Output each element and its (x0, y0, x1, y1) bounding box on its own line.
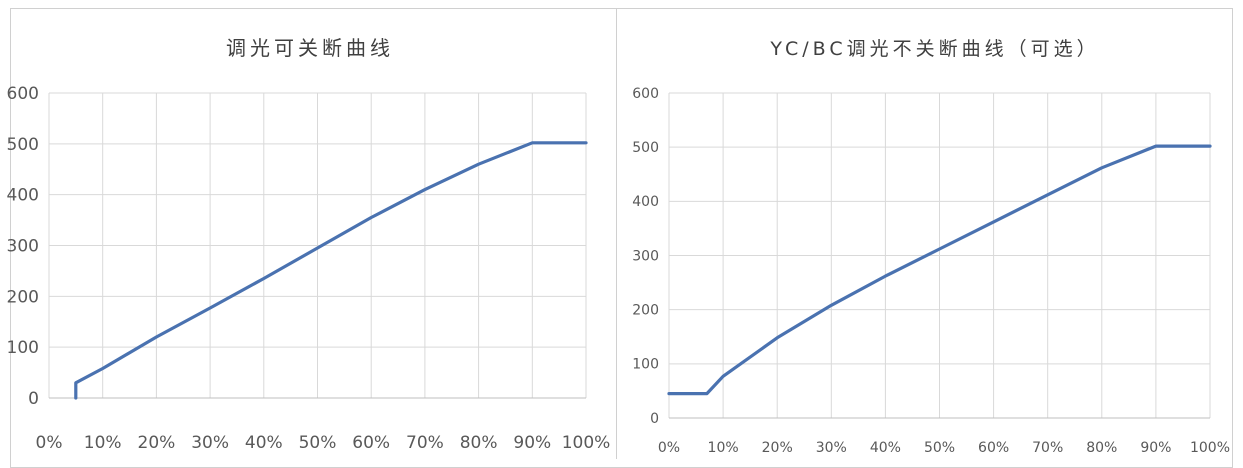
x-tick-label: 50% (299, 433, 337, 453)
x-tick-label: 20% (762, 440, 793, 456)
x-tick-label: 80% (460, 433, 498, 453)
x-tick-label: 90% (513, 433, 551, 453)
y-tick-label: 600 (7, 84, 39, 104)
x-tick-label: 0% (36, 433, 63, 453)
y-tick-label: 0 (650, 411, 659, 427)
x-tick-label: 50% (924, 440, 955, 456)
y-tick-label: 200 (632, 303, 659, 319)
x-tick-label: 0% (658, 440, 680, 456)
x-tick-label: 10% (84, 433, 122, 453)
chart-title: YC/BC调光不关断曲线（可选） (769, 38, 1099, 60)
x-tick-label: 90% (1140, 440, 1171, 456)
chart-title: 调光可关断曲线 (226, 36, 394, 60)
y-tick-label: 200 (7, 287, 39, 307)
x-tick-label: 60% (978, 440, 1009, 456)
x-tick-label: 40% (245, 433, 283, 453)
x-tick-label: 10% (708, 440, 739, 456)
chart-2: YC/BC调光不关断曲线（可选） 600 500 400 300 200 100 0 0% 10%… (632, 38, 1230, 456)
x-tick-label: 60% (352, 433, 390, 453)
y-tick-label: 600 (632, 86, 659, 102)
chart-1: 调光可关断曲线 600 500 400 300 200 100 0 0% 10% 20% 30% 40%… (7, 36, 611, 453)
y-tick-label: 100 (632, 357, 659, 373)
x-tick-label: 40% (870, 440, 901, 456)
y-tick-label: 300 (632, 248, 659, 264)
x-tick-label: 80% (1086, 440, 1117, 456)
x-tick-label: 30% (816, 440, 847, 456)
x-tick-label: 100% (562, 433, 611, 453)
y-tick-label: 0 (28, 389, 39, 409)
x-tick-label: 70% (406, 433, 444, 453)
x-tick-label: 20% (138, 433, 176, 453)
x-tick-label: 30% (191, 433, 229, 453)
y-tick-label: 100 (7, 338, 39, 358)
x-tick-label: 70% (1032, 440, 1063, 456)
y-tick-label: 500 (7, 135, 39, 155)
series-line (76, 143, 586, 398)
y-tick-label: 500 (632, 140, 659, 156)
y-tick-label: 300 (7, 236, 39, 256)
x-tick-label: 100% (1190, 440, 1230, 456)
y-tick-label: 400 (7, 186, 39, 206)
y-tick-label: 400 (632, 194, 659, 210)
